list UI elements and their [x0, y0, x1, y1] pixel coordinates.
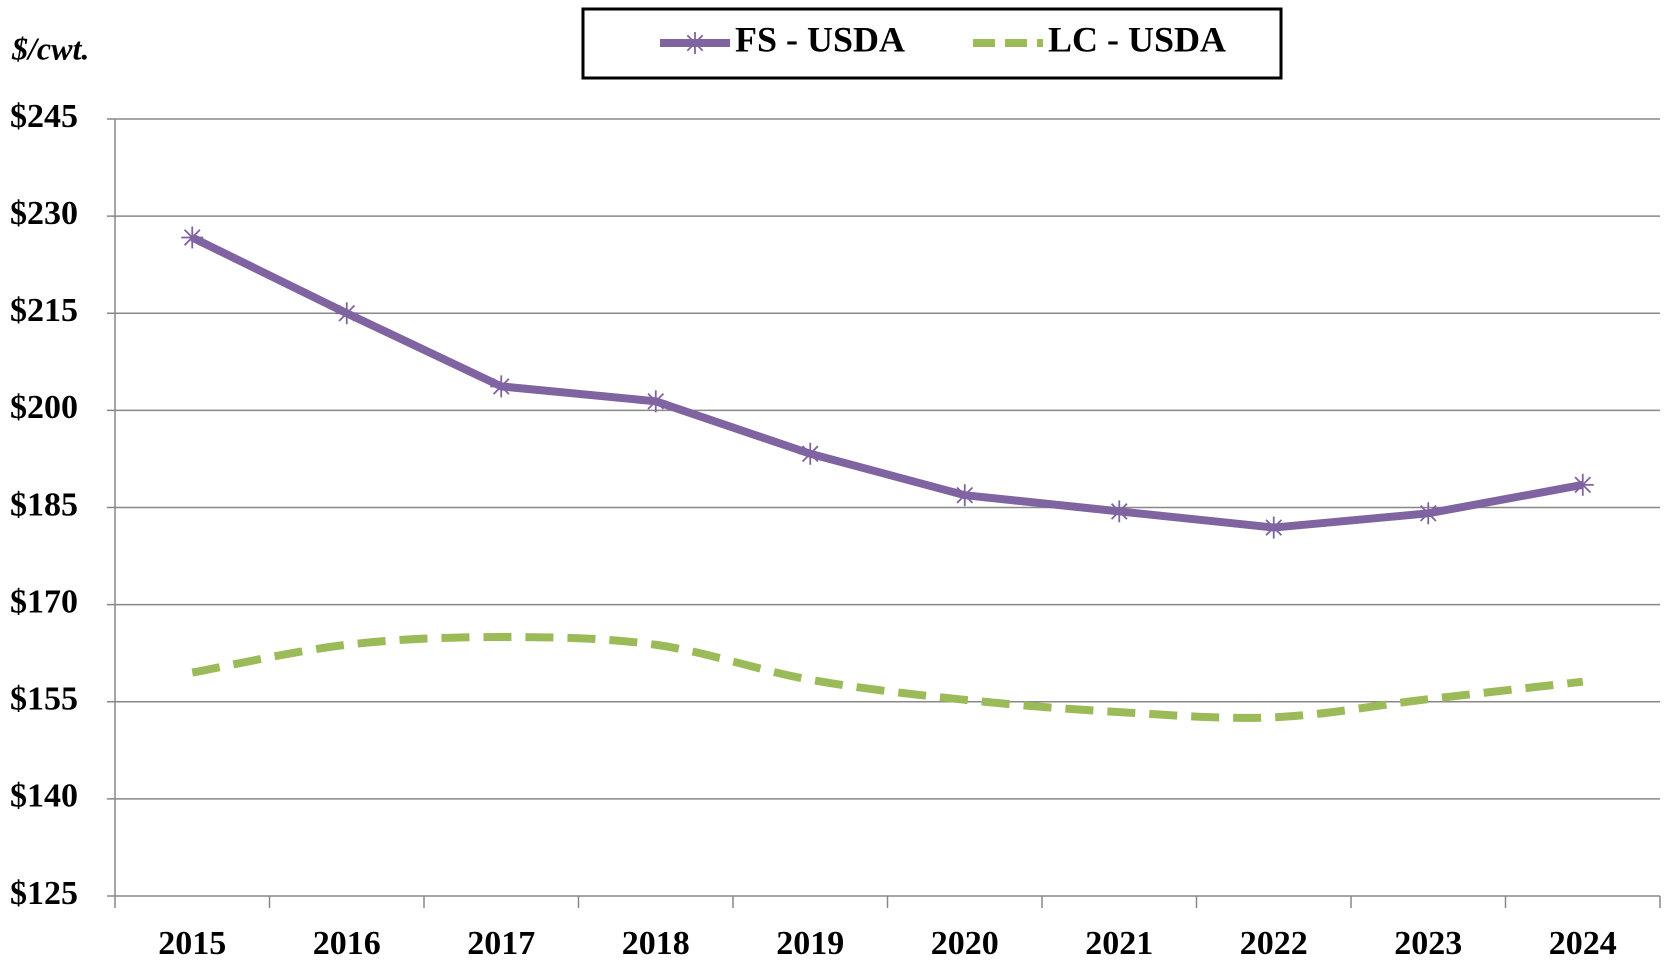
marker — [1571, 473, 1594, 496]
marker — [953, 484, 976, 507]
x-tick-label: 2018 — [622, 925, 690, 962]
x-tick-label: 2022 — [1240, 925, 1308, 962]
x-tick-label: 2024 — [1549, 925, 1617, 962]
marker-stroke — [1574, 476, 1592, 494]
marker-stroke — [801, 445, 819, 463]
y-tick-label: $245 — [10, 98, 78, 135]
x-tick-label: 2021 — [1085, 925, 1153, 962]
series-line — [191, 633, 1584, 722]
x-tick-label: 2017 — [467, 925, 535, 962]
marker — [490, 375, 513, 398]
x-tick-label: 2016 — [313, 925, 381, 962]
marker-stroke — [956, 486, 974, 504]
x-tick-label: 2019 — [776, 925, 844, 962]
x-tick-label: 2023 — [1394, 925, 1462, 962]
y-tick-label: $230 — [10, 195, 78, 232]
marker — [1262, 516, 1285, 539]
legend-label: LC - USDA — [1048, 19, 1226, 59]
marker-stroke — [1265, 519, 1283, 536]
marker — [799, 442, 822, 465]
series-line — [190, 233, 1584, 532]
x-tick-label: 2015 — [158, 925, 226, 962]
y-axis-label: $/cwt. — [11, 30, 89, 66]
y-tick-label: $155 — [10, 681, 78, 718]
marker-stroke — [492, 378, 510, 395]
y-tick-label: $200 — [10, 389, 78, 426]
marker-stroke — [183, 229, 201, 246]
marker — [1108, 500, 1131, 523]
y-tick-label: $125 — [10, 875, 78, 912]
marker-stroke — [686, 34, 704, 52]
y-tick-label: $170 — [10, 583, 78, 620]
marker — [181, 226, 204, 249]
x-tick-label: 2020 — [931, 925, 999, 962]
legend-label: FS - USDA — [735, 19, 905, 59]
marker-stroke — [338, 304, 356, 322]
marker — [335, 302, 358, 325]
y-tick-label: $140 — [10, 778, 78, 815]
marker-stroke — [647, 392, 665, 410]
marker — [1417, 502, 1440, 525]
marker — [684, 32, 706, 54]
marker-stroke — [1110, 503, 1128, 520]
y-tick-label: $185 — [10, 486, 78, 523]
marker-stroke — [1419, 504, 1437, 522]
marker — [644, 390, 667, 413]
y-tick-label: $215 — [10, 292, 78, 329]
